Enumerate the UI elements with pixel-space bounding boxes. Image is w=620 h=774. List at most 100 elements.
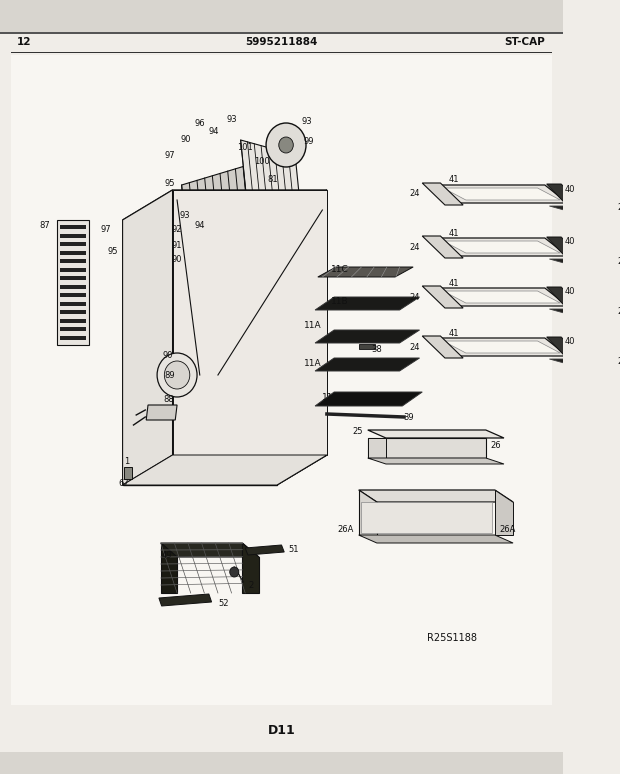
Text: 91: 91	[171, 241, 182, 249]
Polygon shape	[368, 430, 504, 438]
Bar	[57, 220, 89, 345]
Polygon shape	[422, 183, 463, 205]
Text: 99: 99	[304, 138, 314, 146]
Text: 11A: 11A	[304, 320, 322, 330]
Bar	[60, 268, 86, 272]
Text: 94: 94	[195, 221, 205, 231]
Text: 1: 1	[124, 457, 129, 467]
Text: 97: 97	[165, 150, 175, 159]
Polygon shape	[368, 438, 386, 458]
Polygon shape	[549, 359, 613, 364]
Text: 25: 25	[353, 427, 363, 437]
Polygon shape	[123, 220, 277, 485]
Polygon shape	[123, 190, 172, 485]
Text: 90: 90	[162, 351, 172, 359]
Polygon shape	[242, 543, 259, 593]
Text: 49: 49	[162, 552, 172, 560]
Text: 51: 51	[289, 544, 299, 553]
Text: 11B: 11B	[332, 297, 349, 307]
Text: 29: 29	[618, 256, 620, 265]
Text: 11: 11	[322, 392, 334, 402]
Text: 29: 29	[618, 307, 620, 316]
Polygon shape	[315, 297, 420, 310]
Bar	[60, 335, 86, 340]
Polygon shape	[436, 338, 567, 356]
Polygon shape	[495, 490, 513, 535]
Text: R25S1188: R25S1188	[427, 633, 477, 643]
Text: 5995211884: 5995211884	[246, 37, 317, 47]
Text: 87: 87	[39, 221, 50, 230]
Text: 96: 96	[195, 118, 205, 128]
Text: 29: 29	[618, 204, 620, 213]
Text: 100: 100	[254, 157, 270, 166]
Polygon shape	[547, 237, 580, 257]
Text: 89: 89	[165, 371, 175, 379]
Text: 52: 52	[218, 598, 228, 608]
Polygon shape	[549, 206, 613, 211]
Polygon shape	[443, 188, 560, 200]
Polygon shape	[277, 190, 327, 485]
Bar	[0, 0, 563, 32]
Polygon shape	[159, 594, 211, 606]
Polygon shape	[436, 288, 567, 306]
Polygon shape	[547, 337, 580, 357]
Text: ST-CAP: ST-CAP	[504, 37, 545, 47]
Polygon shape	[315, 358, 420, 371]
Bar	[0, 752, 563, 774]
Polygon shape	[549, 309, 613, 314]
Bar	[60, 310, 86, 314]
Polygon shape	[318, 267, 413, 277]
Bar	[60, 285, 86, 289]
Polygon shape	[422, 336, 463, 358]
Bar	[60, 318, 86, 323]
Polygon shape	[443, 341, 560, 353]
Text: 40: 40	[565, 287, 575, 296]
Text: 24: 24	[409, 343, 420, 351]
Polygon shape	[182, 155, 291, 280]
Polygon shape	[549, 259, 613, 264]
Text: 24: 24	[409, 190, 420, 198]
Text: 2: 2	[248, 581, 253, 591]
Polygon shape	[359, 535, 513, 543]
Circle shape	[164, 361, 190, 389]
Circle shape	[279, 137, 293, 153]
Polygon shape	[172, 190, 327, 455]
Text: 41: 41	[449, 228, 459, 238]
Text: 41: 41	[449, 279, 459, 287]
Polygon shape	[146, 405, 177, 420]
Bar	[60, 293, 86, 297]
Text: 38: 38	[371, 345, 382, 354]
Circle shape	[266, 123, 306, 167]
Polygon shape	[315, 392, 422, 406]
Text: 95: 95	[107, 248, 118, 256]
Text: 40: 40	[565, 184, 575, 194]
Text: 93: 93	[226, 115, 237, 125]
Text: 81: 81	[267, 176, 278, 184]
Text: 11C: 11C	[332, 265, 349, 273]
Text: 67: 67	[118, 478, 129, 488]
Text: 40: 40	[565, 238, 575, 246]
Polygon shape	[436, 238, 567, 256]
Polygon shape	[368, 458, 504, 464]
Text: 92: 92	[171, 225, 182, 235]
Polygon shape	[245, 545, 284, 555]
Text: 40: 40	[565, 337, 575, 347]
Bar	[60, 276, 86, 280]
Polygon shape	[547, 287, 580, 307]
Polygon shape	[359, 490, 377, 535]
Text: 94: 94	[208, 128, 219, 136]
Bar	[125, 467, 131, 479]
Text: 26A: 26A	[338, 526, 354, 535]
Text: 93: 93	[301, 118, 312, 126]
Polygon shape	[443, 291, 560, 303]
Bar	[60, 327, 86, 331]
Text: D11: D11	[268, 724, 295, 737]
Text: 24: 24	[409, 242, 420, 252]
Circle shape	[157, 353, 197, 397]
Text: 101: 101	[237, 142, 253, 152]
Text: 11A: 11A	[304, 358, 322, 368]
Polygon shape	[547, 184, 580, 204]
Polygon shape	[241, 140, 304, 245]
Text: 12: 12	[16, 37, 31, 47]
Text: 39: 39	[404, 413, 414, 422]
